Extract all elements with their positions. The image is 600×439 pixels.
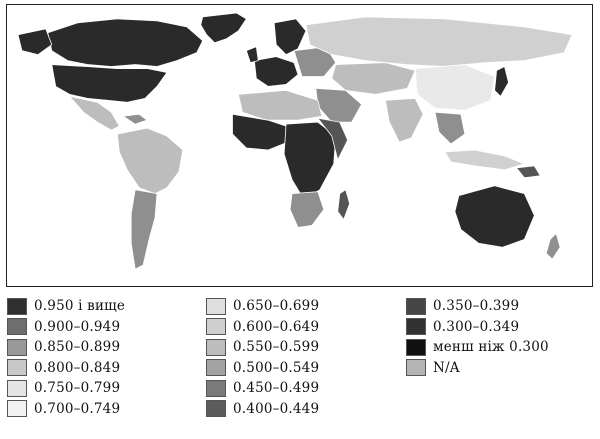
legend-column-1: 0.950 і вище 0.900–0.949 0.850–0.899 0.800–… bbox=[7, 296, 125, 419]
legend-item: 0.650–0.699 bbox=[206, 296, 319, 317]
greenland-region bbox=[200, 12, 247, 44]
mexico-region bbox=[68, 95, 120, 131]
legend-item: 0.350–0.399 bbox=[406, 296, 549, 317]
indonesia-region bbox=[444, 149, 526, 171]
legend-item: 0.750–0.799 bbox=[7, 378, 125, 399]
legend-item: 0.800–0.849 bbox=[7, 358, 125, 379]
legend-swatch bbox=[7, 379, 27, 397]
legend-item: 0.900–0.949 bbox=[7, 317, 125, 338]
central-asia-region bbox=[331, 62, 416, 95]
legend-swatch bbox=[206, 379, 226, 397]
australia-region bbox=[454, 185, 535, 248]
legend-label: 0.600–0.649 bbox=[233, 318, 320, 335]
legend-label: 0.800–0.849 bbox=[34, 359, 121, 376]
legend-label: N/A bbox=[433, 359, 460, 376]
legend-swatch bbox=[206, 338, 226, 356]
legend-label: 0.700–0.749 bbox=[34, 400, 121, 417]
legend-item: 0.300–0.349 bbox=[406, 317, 549, 338]
world-map-svg bbox=[17, 12, 573, 270]
legend-item: 0.450–0.499 bbox=[206, 378, 319, 399]
legend-item: 0.700–0.749 bbox=[7, 399, 125, 420]
india-region bbox=[384, 97, 424, 143]
legend-swatch bbox=[7, 359, 27, 377]
papua-region bbox=[515, 165, 541, 179]
legend-swatch bbox=[7, 318, 27, 336]
usa-region bbox=[51, 64, 168, 103]
legend-swatch bbox=[7, 400, 27, 418]
southeast-asia-region bbox=[434, 111, 466, 145]
legend-column-2: 0.650–0.699 0.600–0.649 0.550–0.599 0.500–0… bbox=[206, 296, 319, 419]
legend-label: менш ніж 0.300 bbox=[433, 339, 549, 356]
legend-label: 0.350–0.399 bbox=[433, 298, 520, 315]
legend-item: N/A bbox=[406, 358, 549, 379]
russia-region bbox=[305, 16, 573, 67]
legend-label: 0.850–0.899 bbox=[34, 339, 121, 356]
western-europe-region bbox=[253, 56, 299, 87]
legend-swatch bbox=[206, 359, 226, 377]
legend-swatch bbox=[7, 297, 27, 315]
legend-label: 0.900–0.949 bbox=[34, 318, 121, 335]
central-africa-region bbox=[283, 121, 337, 201]
southern-africa-region bbox=[289, 191, 325, 228]
legend-label: 0.950 і вище bbox=[34, 298, 126, 315]
japan-region bbox=[494, 65, 509, 97]
scandinavia-region bbox=[273, 18, 307, 56]
legend-column-3: 0.350–0.399 0.300–0.349 менш ніж 0.300 N/A bbox=[406, 296, 549, 378]
legend-item: менш ніж 0.300 bbox=[406, 337, 549, 358]
south-america-north-region bbox=[116, 127, 184, 195]
canada-region bbox=[47, 18, 204, 67]
legend-swatch bbox=[7, 338, 27, 356]
new-zealand-region bbox=[545, 232, 561, 260]
south-america-south-region bbox=[130, 189, 158, 270]
uk-region bbox=[245, 46, 259, 64]
legend-swatch bbox=[206, 318, 226, 336]
legend-swatch bbox=[206, 297, 226, 315]
caribbean-region bbox=[122, 113, 148, 125]
legend-item: 0.850–0.899 bbox=[7, 337, 125, 358]
legend-swatch bbox=[206, 400, 226, 418]
legend-swatch bbox=[406, 359, 426, 377]
legend-label: 0.450–0.499 bbox=[233, 380, 320, 397]
legend-label: 0.550–0.599 bbox=[233, 339, 320, 356]
legend-swatch bbox=[406, 318, 426, 336]
legend-swatch bbox=[406, 297, 426, 315]
legend-swatch bbox=[406, 338, 426, 356]
legend-item: 0.950 і вище bbox=[7, 296, 125, 317]
legend-label: 0.650–0.699 bbox=[233, 298, 320, 315]
legend-item: 0.500–0.549 bbox=[206, 358, 319, 379]
alaska-region bbox=[17, 28, 53, 56]
legend-label: 0.750–0.799 bbox=[34, 380, 121, 397]
west-africa-region bbox=[232, 113, 289, 151]
middle-east-region bbox=[315, 87, 363, 123]
legend-label: 0.500–0.549 bbox=[233, 359, 320, 376]
madagascar-region bbox=[337, 189, 351, 221]
china-region bbox=[414, 64, 496, 111]
world-map bbox=[6, 4, 593, 287]
legend-label: 0.300–0.349 bbox=[433, 318, 520, 335]
legend-item: 0.600–0.649 bbox=[206, 317, 319, 338]
legend-item: 0.550–0.599 bbox=[206, 337, 319, 358]
north-africa-region bbox=[237, 89, 323, 121]
legend-label: 0.400–0.449 bbox=[233, 400, 320, 417]
east-africa-region bbox=[316, 117, 349, 162]
legend-item: 0.400–0.449 bbox=[206, 399, 319, 420]
